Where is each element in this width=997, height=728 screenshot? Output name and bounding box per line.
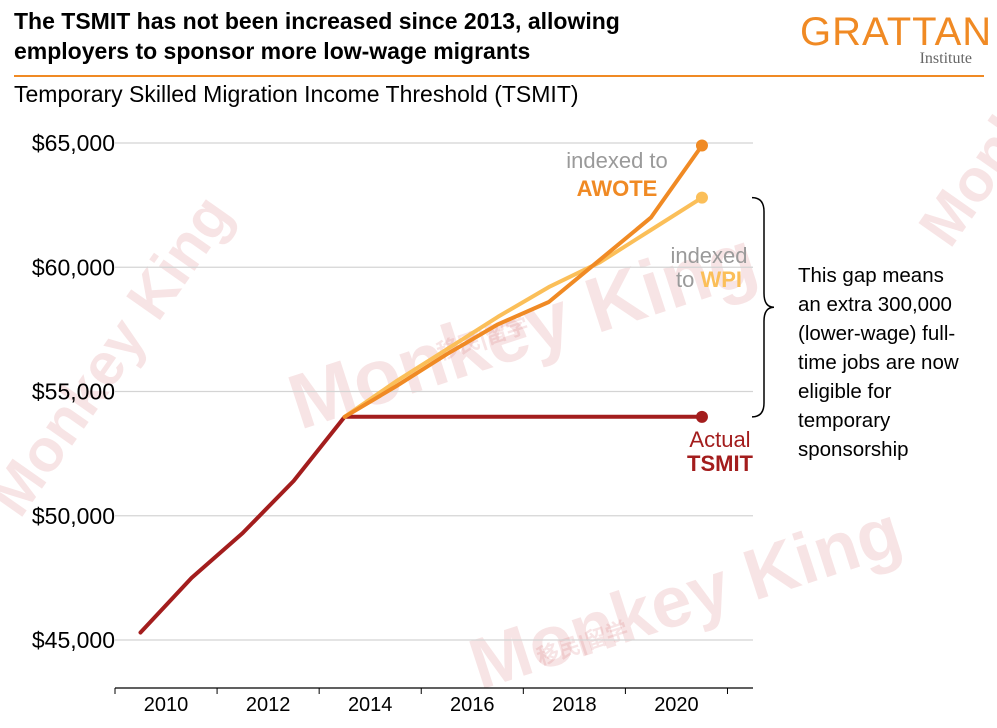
x-axis-ticks: 2010 2012 2014 2016 2018 2020	[114, 688, 728, 716]
annotation-line: time jobs are now	[798, 351, 959, 374]
watermark-text: Monkey King	[0, 183, 245, 527]
y-tick-label: $55,000	[32, 379, 115, 405]
y-tick-label: $60,000	[32, 254, 115, 280]
chart-subtitle: Temporary Skilled Migration Income Thres…	[14, 81, 579, 107]
logo-sub-text: Institute	[919, 50, 972, 67]
x-tick-label: 2020	[654, 694, 699, 716]
watermark-text: Monkey King	[460, 491, 911, 706]
series-tsmit	[138, 410, 708, 635]
x-tick-label: 2010	[144, 694, 189, 716]
series-end-marker-wpi	[695, 191, 708, 204]
y-tick-label: $65,000	[32, 130, 115, 156]
wpi-label-prefix: to	[676, 267, 700, 292]
annotation-line: sponsorship	[798, 438, 909, 461]
grattan-logo: GRATTAN Institute	[790, 6, 991, 70]
series-line-wpi	[342, 195, 704, 419]
x-tick-label: 2014	[348, 694, 393, 716]
tsmit-label-line-2: TSMIT	[687, 451, 754, 476]
annotation-line: temporary	[798, 409, 891, 432]
y-tick-label: $50,000	[32, 503, 115, 529]
series-end-marker-awote	[695, 139, 708, 152]
series-wpi	[342, 191, 708, 419]
y-gridlines: $45,000 $50,000 $55,000 $60,000 $65,000	[32, 130, 753, 653]
x-tick-label: 2018	[552, 694, 597, 716]
chart-title-line-1: The TSMIT has not been increased since 2…	[14, 8, 620, 34]
series-line-awote	[342, 143, 704, 419]
tsmit-label-line-1: Actual	[689, 427, 750, 452]
gap-annotation: This gap means an extra 300,000 (lower-wag…	[798, 264, 959, 461]
x-tick-label: 2012	[246, 694, 291, 716]
wpi-label-line-1: indexed	[670, 243, 747, 268]
annotation-line: This gap means	[798, 264, 944, 287]
header-rule	[14, 75, 984, 77]
logo-main-text: GRATTAN	[800, 10, 993, 54]
series-awote	[342, 139, 708, 419]
x-tick-label: 2016	[450, 694, 495, 716]
awote-label-line-1: indexed to	[566, 148, 668, 173]
annotation-line: (lower-wage) full-	[798, 322, 955, 345]
gap-brace	[751, 196, 775, 418]
annotation-line: eligible for	[798, 380, 892, 403]
awote-label-line-2: AWOTE	[577, 176, 658, 201]
series-line-tsmit	[138, 414, 704, 635]
watermark-text: Monkey King	[906, 0, 997, 257]
chart-title: The TSMIT has not been increased since 2…	[14, 6, 774, 66]
wpi-label-name: WPI	[700, 267, 742, 292]
chart-title-line-2: employers to sponsor more low-wage migra…	[14, 38, 531, 64]
annotation-line: an extra 300,000	[798, 293, 952, 316]
series-end-marker-tsmit	[695, 410, 708, 423]
wpi-label-line-2: to WPI	[676, 267, 742, 292]
y-tick-label: $45,000	[32, 627, 115, 653]
